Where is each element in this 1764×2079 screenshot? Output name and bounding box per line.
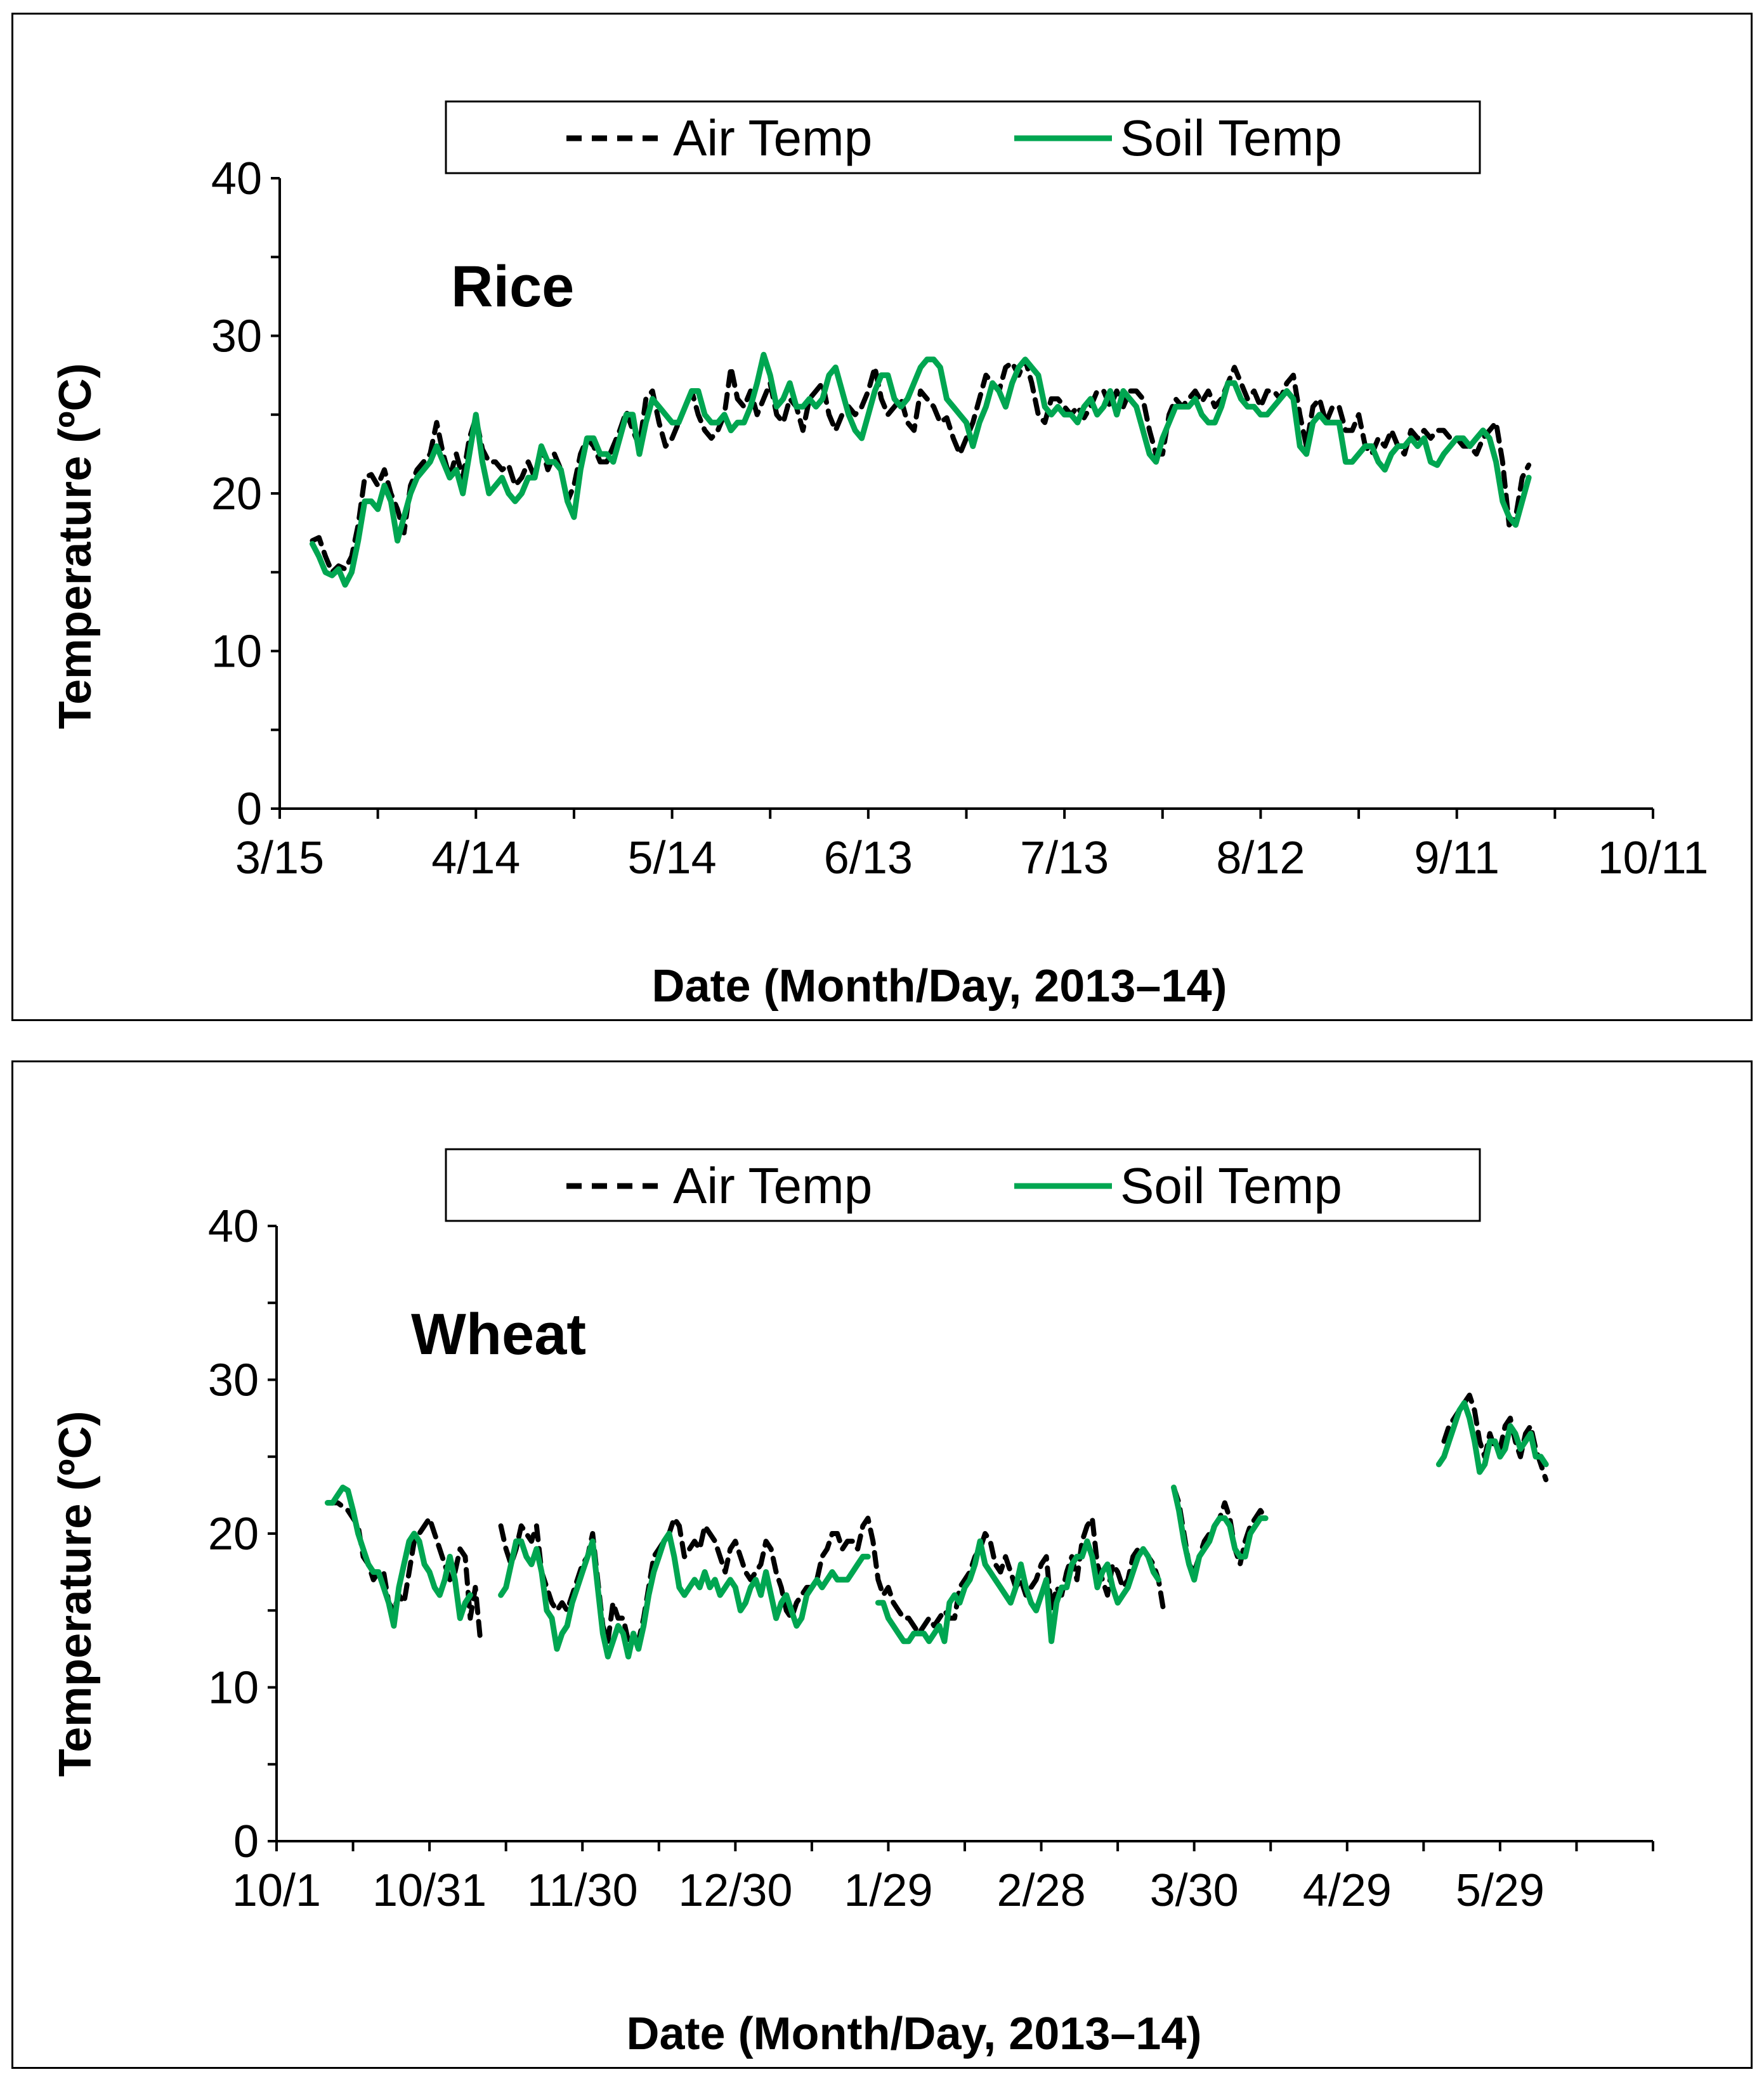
panel-label: Wheat bbox=[411, 1302, 586, 1367]
series-layer bbox=[310, 351, 1532, 588]
x-tick-label: 4/29 bbox=[1303, 1865, 1392, 1916]
x-tick-label: 5/14 bbox=[628, 833, 717, 883]
y-tick-label: 0 bbox=[237, 784, 262, 835]
y-tick-label: 20 bbox=[211, 469, 262, 519]
y-tick-label: 10 bbox=[211, 627, 262, 677]
rice-chart: Air Temp Soil Temp Rice Temperature (ºC)… bbox=[50, 100, 1709, 1012]
soil-temp-series-line bbox=[875, 1538, 1161, 1645]
x-tick-label: 6/13 bbox=[824, 833, 913, 883]
soil-temp-series-line bbox=[1171, 1484, 1269, 1583]
x-tick-label: 11/30 bbox=[527, 1865, 638, 1916]
x-tick-label: 4/14 bbox=[431, 833, 520, 883]
x-tick-label: 3/30 bbox=[1150, 1865, 1239, 1916]
legend-soil-temp-label: Soil Temp bbox=[1120, 1157, 1342, 1214]
soil-temp-series-line bbox=[498, 1530, 871, 1660]
soil-temp-series-line bbox=[1435, 1400, 1549, 1475]
x-tick-label: 12/30 bbox=[678, 1865, 792, 1916]
y-tick-label: 40 bbox=[208, 1201, 259, 1252]
y-tick-label: 30 bbox=[211, 311, 262, 362]
x-tick-label: 1/29 bbox=[844, 1865, 932, 1916]
y-tick-label: 20 bbox=[208, 1509, 259, 1560]
x-axis-title: Date (Month/Day, 2013–14) bbox=[627, 2009, 1202, 2059]
soil-temp-series-line bbox=[324, 1484, 473, 1629]
x-tick-label: 10/31 bbox=[372, 1865, 487, 1916]
x-tick-label: 3/15 bbox=[235, 833, 324, 883]
series-layer bbox=[324, 1392, 1549, 1660]
y-tick-label: 10 bbox=[208, 1663, 259, 1714]
x-tick-label: 8/12 bbox=[1216, 833, 1305, 883]
x-tick-label: 10/11 bbox=[1598, 833, 1709, 883]
air-temp-series-line bbox=[310, 356, 1532, 575]
x-tick-label: 7/13 bbox=[1020, 833, 1109, 883]
air-temp-series-line bbox=[498, 1515, 1166, 1644]
axes: 0 10 20 30 40 3/15 4/14 5/14 6/13 7/13 8/12 9/11 10/… bbox=[211, 153, 1709, 883]
legend-air-temp-label: Air Temp bbox=[673, 1157, 872, 1214]
panel-label: Rice bbox=[451, 254, 574, 319]
y-axis-title: Temperature (ºC) bbox=[50, 363, 101, 729]
wheat-chart-panel: Air Temp Soil Temp Wheat Temperature (ºC… bbox=[11, 1060, 1753, 2069]
soil-temp-series-line bbox=[310, 351, 1532, 588]
legend-air-temp-label: Air Temp bbox=[673, 110, 872, 166]
axes: 0 10 20 30 40 10/1 10/31 11/30 12/30 1/29 2/28 3/30… bbox=[208, 1201, 1654, 1916]
x-axis-title: Date (Month/Day, 2013–14) bbox=[652, 961, 1227, 1012]
y-axis-title: Temperature (ºC) bbox=[50, 1411, 101, 1776]
rice-chart-panel: Air Temp Soil Temp Rice Temperature (ºC)… bbox=[11, 13, 1753, 1021]
x-tick-label: 2/28 bbox=[996, 1865, 1085, 1916]
legend-soil-temp-label: Soil Temp bbox=[1120, 110, 1342, 166]
x-tick-label: 10/1 bbox=[232, 1865, 321, 1916]
y-tick-label: 40 bbox=[211, 153, 262, 204]
y-tick-label: 0 bbox=[233, 1816, 259, 1867]
wheat-chart: Air Temp Soil Temp Wheat Temperature (ºC… bbox=[50, 1148, 1654, 2059]
x-tick-label: 5/29 bbox=[1456, 1865, 1545, 1916]
x-tick-label: 9/11 bbox=[1414, 833, 1499, 883]
y-tick-label: 30 bbox=[208, 1355, 259, 1406]
